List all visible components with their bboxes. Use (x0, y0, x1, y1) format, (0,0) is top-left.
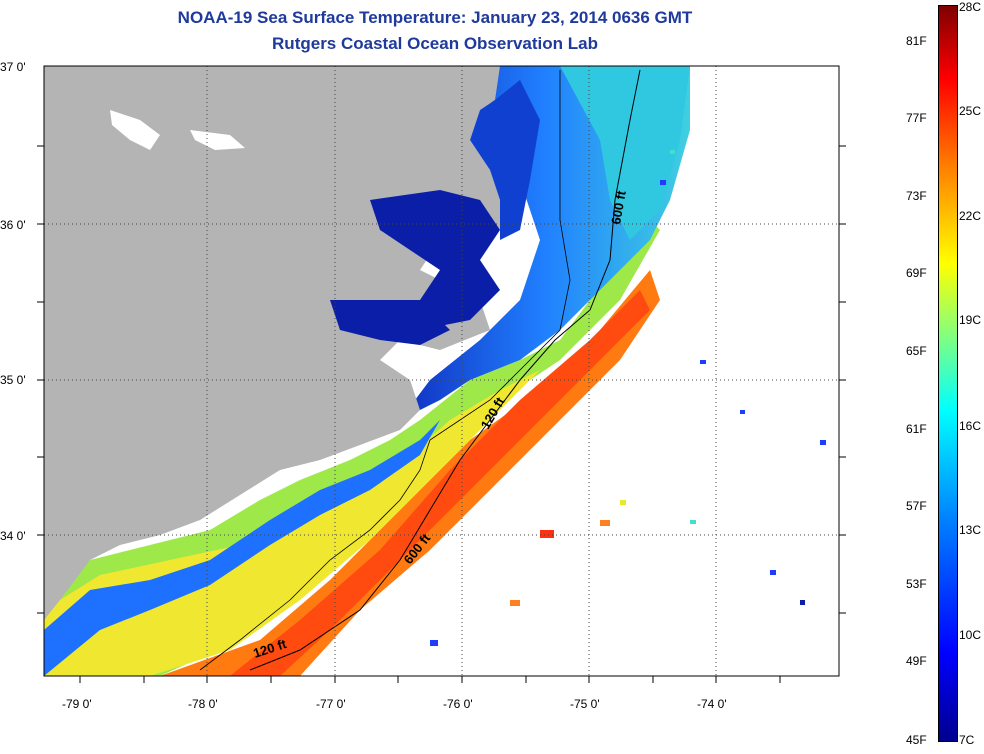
cbar-f-65: 65F (906, 344, 927, 358)
lat-label-37: 37 0' (0, 60, 26, 74)
lon-label-76: -76 0' (443, 697, 473, 711)
lon-label-78: -78 0' (188, 697, 218, 711)
cbar-c-7: 7C (959, 733, 975, 747)
cbar-c-19: 19C (959, 313, 982, 327)
cbar-c-13: 13C (959, 523, 982, 537)
pamlico-sound (370, 190, 500, 330)
lon-label-74: -74 0' (697, 697, 727, 711)
cbar-c-16: 16C (959, 419, 982, 433)
cbar-f-77: 77F (906, 111, 927, 125)
contour-600ft (249, 69, 641, 671)
contour-120ft (199, 70, 571, 671)
lat-label-36: 36 0' (0, 218, 26, 232)
cbar-c-25: 25C (959, 104, 982, 118)
lon-label-77: -77 0' (316, 697, 346, 711)
lat-label-34: 34 0' (0, 529, 26, 543)
cbar-c-10: 10C (959, 628, 982, 642)
cbar-f-69: 69F (906, 266, 927, 280)
cbar-f-49: 49F (906, 654, 927, 668)
cbar-f-53: 53F (906, 577, 927, 591)
map-subtitle: Rutgers Coastal Ocean Observation Lab (272, 34, 598, 53)
graticule (44, 66, 839, 676)
cbar-f-81: 81F (906, 34, 927, 48)
lat-label-35: 35 0' (0, 373, 26, 387)
lon-label-75: -75 0' (570, 697, 600, 711)
cbar-c-22: 22C (959, 209, 982, 223)
cbar-f-61: 61F (906, 422, 927, 436)
cbar-f-57: 57F (906, 499, 927, 513)
offshore-speckles (430, 150, 826, 646)
cbar-c-28: 28C (959, 0, 982, 14)
lon-label-79: -79 0' (62, 697, 92, 711)
map-title: NOAA-19 Sea Surface Temperature: January… (177, 8, 693, 27)
cbar-f-73: 73F (906, 189, 927, 203)
temperature-colorbar (938, 5, 958, 742)
cbar-f-45: 45F (906, 733, 927, 747)
contour-label-600-north: 600 ft (608, 189, 629, 226)
